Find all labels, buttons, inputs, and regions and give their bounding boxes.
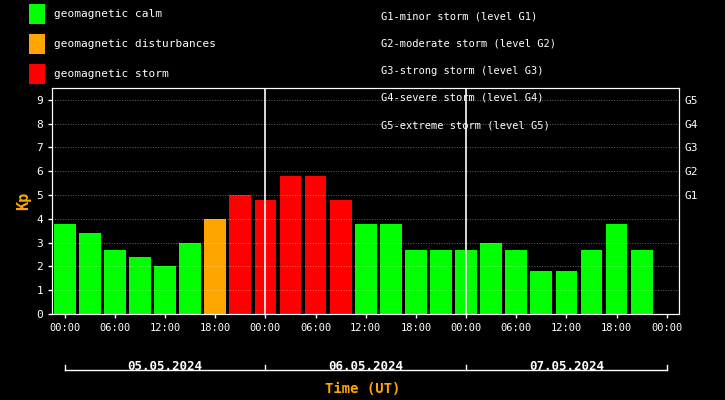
Bar <box>631 250 652 314</box>
Text: geomagnetic calm: geomagnetic calm <box>54 9 162 19</box>
Bar <box>304 176 326 314</box>
Bar <box>355 224 376 314</box>
Bar <box>380 224 402 314</box>
Text: 05.05.2024: 05.05.2024 <box>128 360 202 372</box>
Bar <box>79 233 101 314</box>
Bar <box>531 271 552 314</box>
Bar <box>555 271 577 314</box>
Bar <box>129 257 151 314</box>
Bar <box>581 250 602 314</box>
Bar <box>481 243 502 314</box>
Y-axis label: Kp: Kp <box>16 192 31 210</box>
Bar <box>230 195 251 314</box>
Text: 07.05.2024: 07.05.2024 <box>529 360 604 372</box>
Text: G4-severe storm (level G4): G4-severe storm (level G4) <box>381 93 543 103</box>
Text: G2-moderate storm (level G2): G2-moderate storm (level G2) <box>381 38 555 48</box>
Bar <box>330 200 352 314</box>
Text: G1-minor storm (level G1): G1-minor storm (level G1) <box>381 11 537 21</box>
Bar <box>254 200 276 314</box>
Bar <box>204 219 226 314</box>
Text: 06.05.2024: 06.05.2024 <box>328 360 403 372</box>
Text: Time (UT): Time (UT) <box>325 382 400 396</box>
Bar <box>505 250 527 314</box>
Text: G3-strong storm (level G3): G3-strong storm (level G3) <box>381 66 543 76</box>
Bar <box>154 266 176 314</box>
Text: geomagnetic disturbances: geomagnetic disturbances <box>54 39 215 49</box>
Bar <box>405 250 427 314</box>
Text: geomagnetic storm: geomagnetic storm <box>54 69 168 79</box>
Bar <box>54 224 75 314</box>
Bar <box>430 250 452 314</box>
Bar <box>280 176 302 314</box>
Bar <box>455 250 477 314</box>
Text: G5-extreme storm (level G5): G5-extreme storm (level G5) <box>381 120 550 130</box>
Bar <box>104 250 125 314</box>
Bar <box>179 243 201 314</box>
Bar <box>606 224 627 314</box>
